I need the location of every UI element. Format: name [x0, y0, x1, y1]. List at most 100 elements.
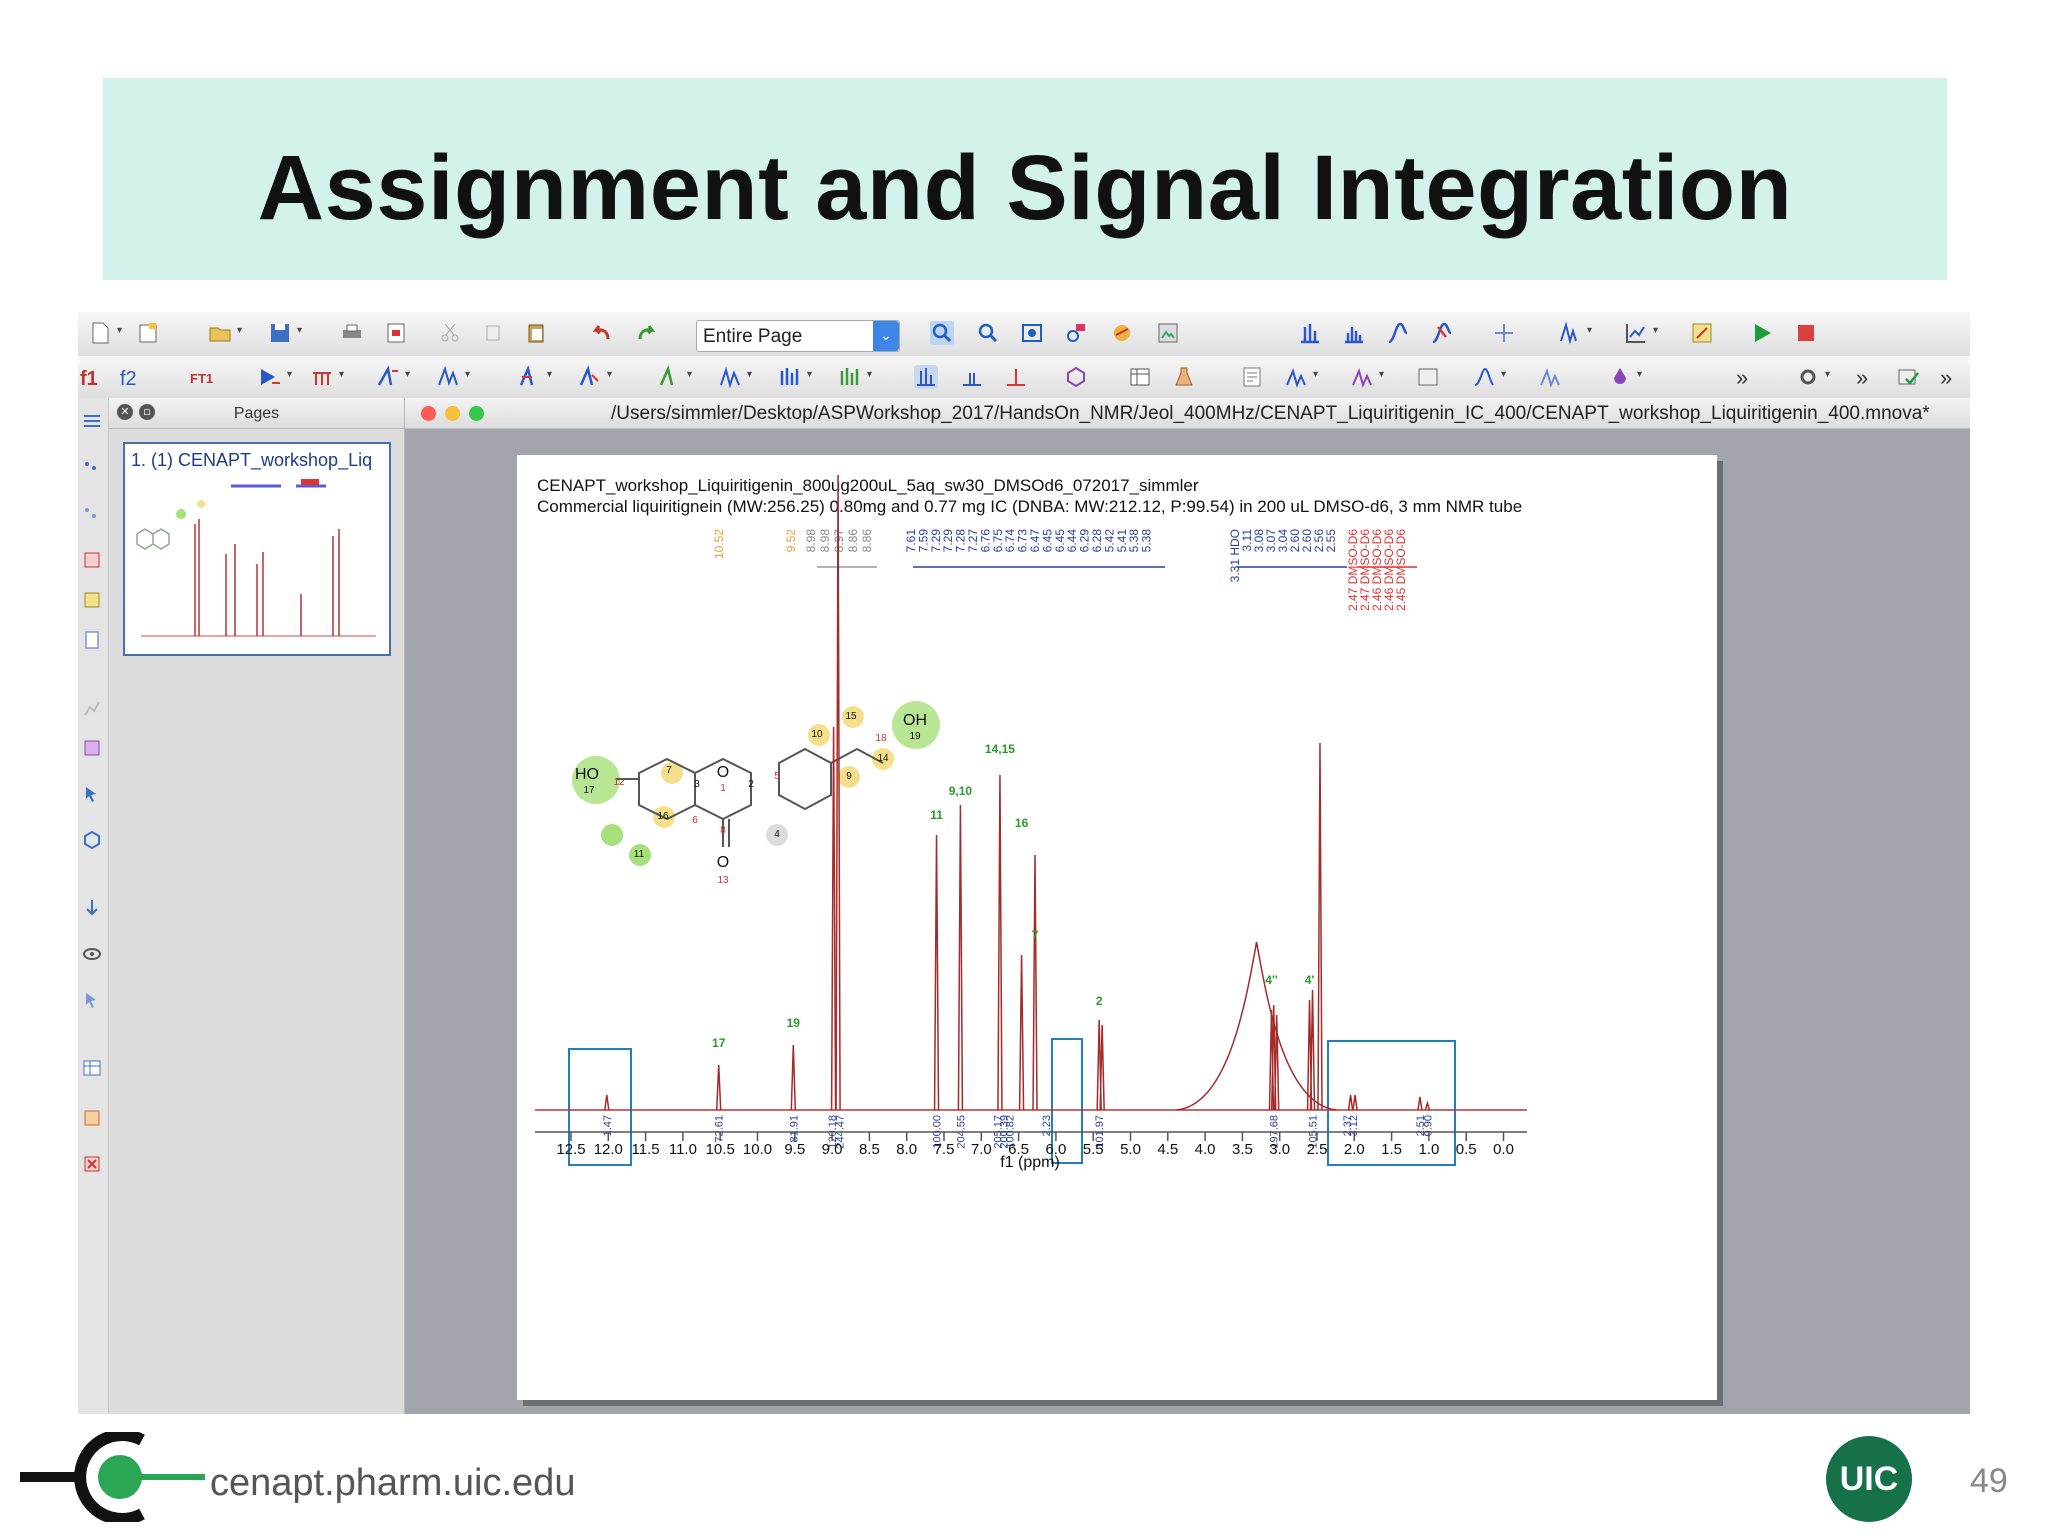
window-close-icon[interactable]	[421, 406, 436, 421]
scatter-icon[interactable]	[82, 458, 102, 478]
report-icon[interactable]	[1240, 365, 1264, 389]
x-axis-label: f1 (ppm)	[1000, 1154, 1060, 1171]
undo-icon[interactable]	[590, 321, 614, 345]
auto-integrate-icon[interactable]	[1430, 321, 1454, 345]
verify-icon[interactable]	[1896, 365, 1920, 389]
pan-icon[interactable]	[1110, 321, 1134, 345]
full-spectrum-icon[interactable]	[1064, 321, 1088, 345]
new-document-icon[interactable]: ▾	[88, 321, 122, 345]
x-tick-label: 2.5	[1307, 1141, 1328, 1158]
flask-icon[interactable]	[1172, 365, 1196, 389]
peak-label: 6.73	[1016, 529, 1030, 553]
arrayed-icon[interactable]	[1416, 365, 1440, 389]
deconvolution-icon[interactable]: ▾	[778, 365, 812, 389]
chart-tool-icon[interactable]	[82, 698, 102, 718]
new-page-icon[interactable]	[136, 321, 160, 345]
image-tool-icon[interactable]	[82, 590, 102, 610]
spectrum-page[interactable]: CENAPT_workshop_Liquiritigenin_800ug200u…	[517, 455, 1717, 1400]
peak-shape-icon[interactable]	[1004, 365, 1028, 389]
page-thumbnail[interactable]: 1. (1) CENAPT_workshop_Liq	[123, 442, 391, 656]
integrate-icon[interactable]	[1386, 321, 1410, 345]
superimpose-icon[interactable]: ▾	[1350, 365, 1384, 389]
stack-spectra-icon[interactable]: ▾	[1284, 365, 1318, 389]
eye-tool-icon[interactable]	[82, 944, 102, 964]
solvent-suppression-icon[interactable]: ▾	[658, 365, 692, 389]
zoom-select[interactable]: Entire Page ⌄	[696, 320, 900, 352]
window-minimize-icon[interactable]	[445, 406, 460, 421]
peak-label: 2.46 DMSO-D6	[1370, 529, 1384, 611]
drift-correction-icon[interactable]: ▾	[518, 365, 552, 389]
reference-icon[interactable]: ▾	[376, 365, 410, 389]
multiplet-analysis-icon[interactable]: ▾	[838, 365, 872, 389]
paste-icon[interactable]	[524, 321, 548, 345]
tab-f1[interactable]: f1	[80, 368, 98, 390]
delete-tool-icon[interactable]	[82, 1154, 102, 1174]
drop-icon[interactable]: ▾	[1608, 365, 1642, 389]
pages-panel-header: ✕ ▫ Pages	[109, 398, 404, 429]
atom-label: 9	[846, 771, 852, 782]
stop-icon[interactable]	[1794, 321, 1818, 345]
integral-box	[1327, 1040, 1456, 1166]
draw-tool-icon[interactable]	[82, 1108, 102, 1128]
table-tool-icon[interactable]	[82, 1058, 102, 1078]
edit-script-icon[interactable]	[1690, 321, 1714, 345]
close-icon[interactable]: ✕	[117, 404, 133, 420]
page-tool-icon[interactable]	[82, 630, 102, 650]
zoom-in-icon[interactable]	[930, 321, 954, 345]
redo-icon[interactable]	[634, 321, 658, 345]
peaks-view-icon[interactable]	[914, 365, 938, 389]
spectrum-analysis-icon[interactable]: ▾	[1558, 321, 1592, 345]
fitting-curve-icon[interactable]: ▾	[1472, 365, 1506, 389]
left-tool-strip	[78, 398, 109, 1414]
more-tools-icon[interactable]: »	[1736, 365, 1749, 390]
integral-box	[568, 1048, 632, 1166]
line-fitting-icon[interactable]: ▾	[718, 365, 752, 389]
structure-tool-icon[interactable]	[82, 830, 102, 850]
assignment-label: 4''	[1265, 973, 1278, 987]
tab-f2[interactable]: f2	[120, 368, 137, 390]
table-icon[interactable]	[1128, 365, 1152, 389]
x-tick-label: 11.0	[669, 1141, 697, 1158]
phase-icon[interactable]: ▾	[258, 365, 292, 389]
mixture-tool-icon[interactable]	[82, 738, 102, 758]
float-panel-icon[interactable]: ▫	[139, 404, 155, 420]
settings-icon[interactable]: ▾	[1796, 365, 1830, 389]
multiplet-icon[interactable]	[1342, 321, 1366, 345]
molecule-icon[interactable]	[1064, 365, 1088, 389]
play-icon[interactable]	[1750, 321, 1774, 345]
chart-icon[interactable]: ▾	[1624, 321, 1658, 345]
x-tick-label: 1.0	[1418, 1141, 1439, 1158]
peak-picking-icon[interactable]	[1298, 321, 1322, 345]
x-tick-label: 12.0	[594, 1141, 623, 1158]
export-pdf-icon[interactable]	[384, 321, 408, 345]
grid-icon[interactable]	[82, 504, 102, 524]
pointer-tool-icon[interactable]	[82, 784, 102, 804]
more-tools-icon-2[interactable]: »	[1856, 365, 1869, 390]
baseline-icon[interactable]: ▾	[310, 365, 344, 389]
copy-icon[interactable]	[482, 321, 506, 345]
snapshot-icon[interactable]	[1156, 321, 1180, 345]
x-tick-label: 8.0	[896, 1141, 917, 1158]
arrow-down-tool-icon[interactable]	[82, 898, 102, 918]
smoothing-icon[interactable]: ▾	[578, 365, 612, 389]
save-icon[interactable]: ▾	[268, 321, 302, 345]
processing-toolbar: f1 f2 FT1 ▾ ▾ ▾ ▾ ▾ ▾ ▾ ▾ ▾ ▾ ▾ ▾ ▾ ▾ » …	[78, 356, 1970, 399]
cut-icon[interactable]	[438, 321, 462, 345]
window-zoom-icon[interactable]	[469, 406, 484, 421]
open-folder-icon[interactable]: ▾	[208, 321, 242, 345]
overflow-icon[interactable]: »	[1940, 365, 1953, 390]
peak-label: 6.75	[991, 529, 1005, 553]
fit-to-page-icon[interactable]	[1020, 321, 1044, 345]
list-icon[interactable]	[82, 412, 102, 432]
print-icon[interactable]	[340, 321, 364, 345]
select-tool-icon[interactable]	[82, 990, 102, 1010]
spectrum-peak	[1417, 1096, 1423, 1111]
single-peak-icon[interactable]	[960, 365, 984, 389]
mnova-window: ▾ ▾ ▾ Entire Page ⌄ ▾ ▾ f1 f2	[78, 312, 1970, 1414]
fourier-transform-button[interactable]: FT1	[190, 371, 214, 386]
apodization-icon[interactable]: ▾	[436, 365, 470, 389]
crosshair-icon[interactable]	[1492, 321, 1516, 345]
zoom-out-icon[interactable]	[976, 321, 1000, 345]
rectangle-tool-icon[interactable]	[82, 550, 102, 570]
compare-icon[interactable]	[1538, 365, 1562, 389]
